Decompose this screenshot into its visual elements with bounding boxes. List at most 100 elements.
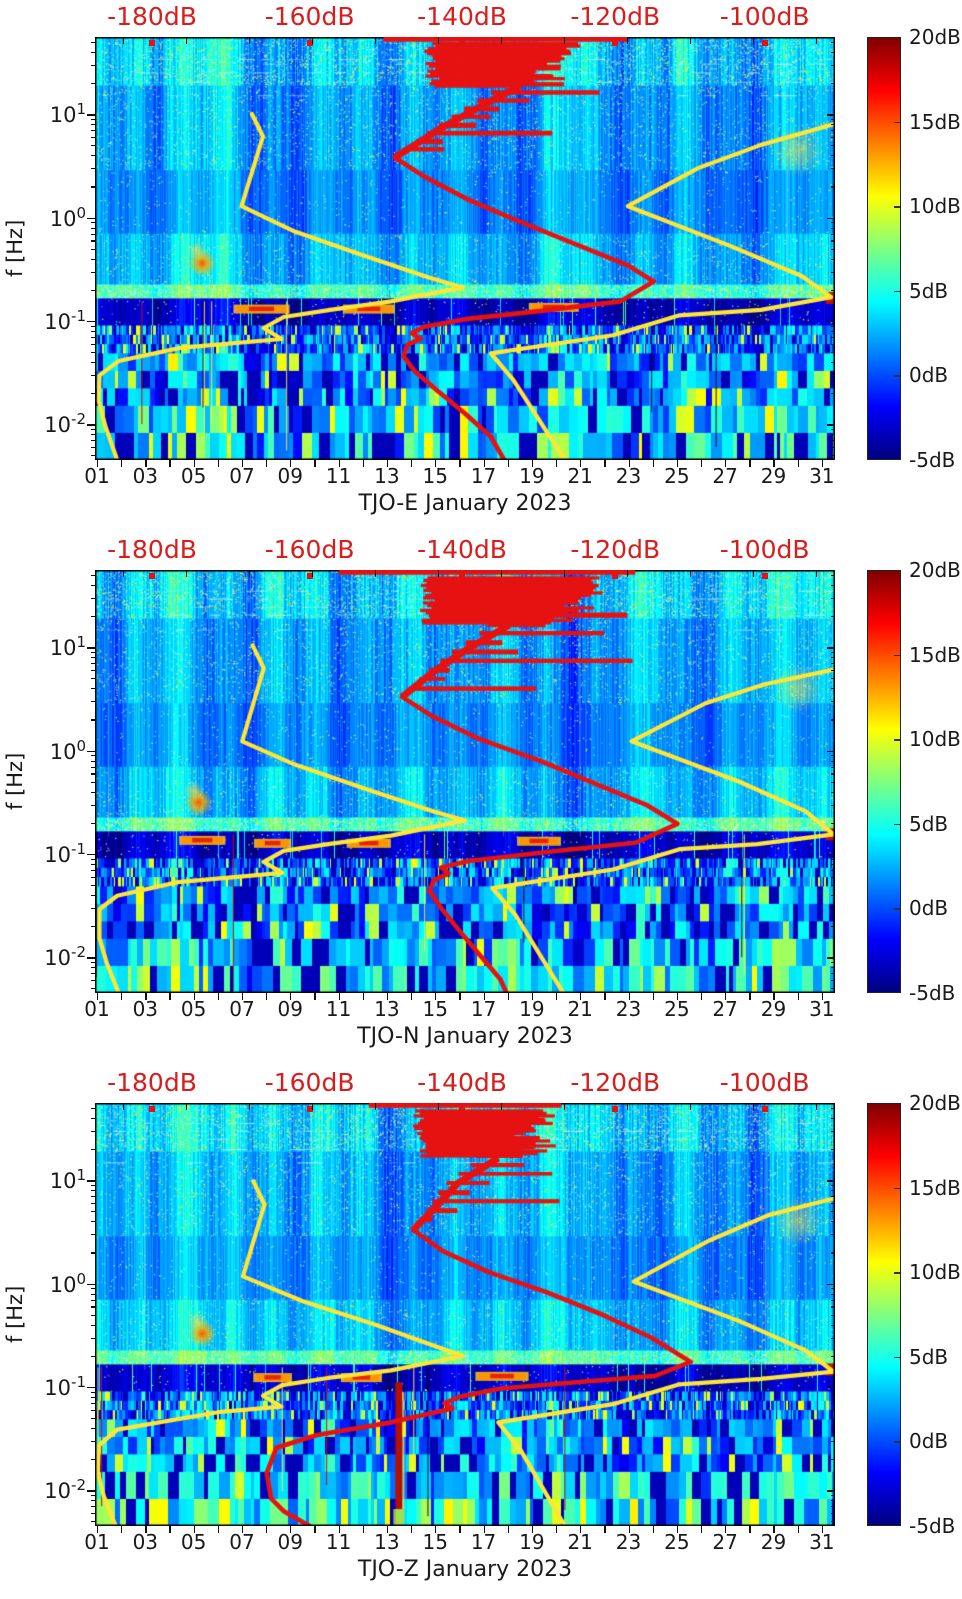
colorbar-tick: [894, 1356, 900, 1359]
top-axis-tick: [312, 570, 314, 577]
top-axis-tick: [438, 1103, 440, 1110]
x-tick-label: 29: [760, 997, 787, 1021]
top-axis-tick: [312, 37, 314, 44]
y-axis-minor-tick: [90, 760, 95, 762]
y-axis-minor-tick-right: [830, 65, 835, 67]
spectrogram-panel-tjo-z: f [Hz] TJO-Z January 2023 -180dB -160dB -1…: [0, 1066, 962, 1599]
top-db-label: -100dB: [719, 1068, 810, 1097]
y-axis-minor-tick-right: [830, 1409, 835, 1411]
x-axis-tick: [193, 1526, 195, 1533]
top-axis-tick: [186, 1103, 188, 1110]
x-axis-tick: [386, 993, 389, 1000]
y-axis-minor-tick-right: [830, 1299, 835, 1301]
y-axis-minor-tick: [90, 663, 95, 665]
top-axis-tick: [816, 37, 818, 44]
colorbar-tick: [894, 1272, 900, 1274]
y-axis-minor-tick: [90, 1314, 95, 1316]
spectrogram-canvas: [95, 570, 835, 993]
top-db-tick: [612, 573, 619, 579]
x-axis-tick: [507, 993, 509, 1000]
y-axis-minor-tick: [90, 168, 95, 170]
colorbar-tick: [894, 375, 900, 377]
top-db-label: -180dB: [107, 535, 197, 564]
x-axis-tick: [604, 1526, 606, 1533]
y-axis-minor-tick: [90, 926, 95, 928]
y-axis-minor-tick: [90, 1337, 95, 1339]
y-axis-minor-tick-right: [830, 1108, 835, 1110]
x-tick-label: 23: [615, 464, 642, 488]
y-axis-tick: [87, 320, 95, 323]
y-axis-minor-tick: [90, 434, 95, 436]
y-axis-minor-tick: [90, 428, 95, 430]
y-axis-minor-tick-right: [830, 1427, 835, 1430]
top-axis-tick: [249, 1103, 251, 1110]
y-axis-minor-tick-right: [830, 884, 835, 887]
y-axis-minor-tick: [90, 1459, 95, 1461]
y-axis-minor-tick: [90, 1196, 95, 1198]
top-db-label: -140dB: [417, 535, 507, 564]
x-axis-tick: [507, 1526, 509, 1533]
colorbar-tick-label: 5dB: [909, 1344, 949, 1369]
y-axis-minor-tick: [90, 271, 95, 273]
x-axis-tick: [217, 993, 219, 1000]
top-axis-tick: [564, 570, 566, 577]
top-axis-tick: [312, 1103, 314, 1110]
y-axis-minor-tick: [90, 961, 95, 963]
y-axis-minor-tick-right: [830, 374, 835, 376]
x-axis-tick: [483, 993, 485, 1000]
y-axis-tick-right: [827, 114, 835, 116]
top-axis-tick: [438, 37, 440, 44]
y-axis-tick-right: [827, 1490, 835, 1492]
y-axis-minor-tick-right: [830, 1118, 835, 1120]
y-axis-minor-tick: [90, 988, 95, 990]
y-axis-minor-tick-right: [830, 719, 835, 721]
y-axis-minor-tick-right: [830, 781, 835, 783]
top-axis-tick: [186, 570, 188, 577]
y-axis-minor-tick: [90, 137, 95, 139]
y-tick-label: 10-2: [44, 943, 86, 971]
plot-area: [95, 37, 835, 460]
colorbar-tick-label: 0dB: [909, 896, 949, 921]
y-axis-minor-tick: [90, 155, 95, 157]
y-axis-minor-tick: [90, 1521, 95, 1523]
x-axis-tick: [652, 993, 654, 1000]
y-axis-minor-tick: [90, 289, 95, 291]
y-axis-minor-tick: [90, 145, 95, 147]
y-axis-minor-tick: [90, 42, 95, 44]
y-axis-minor-tick: [90, 863, 95, 865]
y-axis-minor-tick-right: [830, 988, 835, 990]
y-axis-minor-tick: [90, 1118, 95, 1120]
x-axis-tick: [773, 460, 775, 467]
x-axis-tick: [193, 460, 195, 467]
x-axis-tick: [725, 1526, 727, 1533]
y-axis-minor-tick-right: [830, 447, 835, 449]
x-tick-label: 25: [664, 1530, 690, 1554]
colorbar-tick-label: 0dB: [909, 1429, 949, 1454]
x-axis-tick: [169, 1526, 171, 1533]
x-axis-tick: [290, 460, 292, 467]
y-tick-label: 100: [49, 736, 86, 764]
y-axis-minor-tick-right: [830, 155, 835, 157]
y-axis-minor-tick: [90, 1185, 95, 1187]
x-axis-tick: [580, 1526, 582, 1533]
y-axis-minor-tick: [90, 907, 95, 909]
x-tick-label: 11: [325, 464, 352, 488]
y-axis-minor-tick-right: [830, 1513, 835, 1515]
colorbar: [867, 570, 901, 993]
top-axis-tick: [753, 1103, 755, 1110]
x-axis-tick: [459, 993, 461, 1000]
top-db-label: -100dB: [719, 2, 810, 31]
y-axis-minor-tick-right: [830, 1288, 835, 1290]
x-axis-tick: [338, 993, 340, 1000]
x-axis-tick: [97, 1526, 99, 1533]
x-axis-tick: [338, 460, 340, 467]
colorbar-tick-label: 20dB: [909, 25, 961, 49]
top-db-tick: [761, 573, 768, 579]
x-axis-tick: [411, 1526, 413, 1533]
x-tick-label: 01: [84, 997, 110, 1021]
y-axis-tick: [87, 114, 95, 116]
y-axis-minor-tick: [90, 1396, 95, 1398]
y-axis-minor-tick: [90, 83, 95, 85]
colorbar-tick-label: 15dB: [909, 109, 961, 134]
y-tick-label: 10-1: [44, 306, 86, 334]
